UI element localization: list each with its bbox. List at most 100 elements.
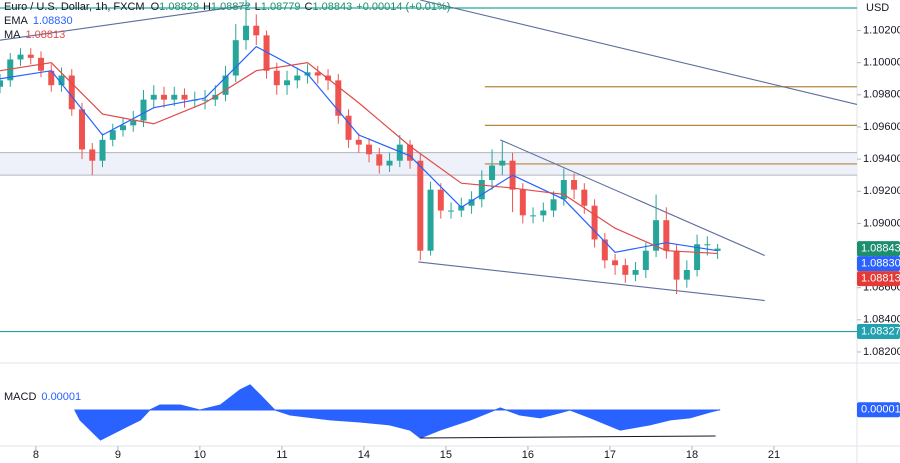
- x-tick-label: 15: [440, 449, 452, 461]
- candle-body: [550, 199, 557, 211]
- key: L: [255, 1, 261, 13]
- candle-body: [489, 165, 496, 180]
- trendline: [420, 0, 857, 105]
- low-value: 1.08779: [261, 1, 301, 13]
- candle-body: [499, 160, 506, 166]
- candle-body: [642, 250, 649, 270]
- candle-body: [571, 180, 578, 190]
- candle-body: [612, 260, 619, 266]
- ma-legend: MA 1.08813: [4, 29, 65, 41]
- candle-body: [171, 94, 178, 100]
- price-tag: [857, 271, 900, 287]
- candle-body: [694, 244, 701, 270]
- candle-body: [130, 120, 137, 126]
- candle-body: [417, 160, 424, 251]
- x-tick-label: 17: [604, 449, 616, 461]
- candle-body: [17, 54, 24, 60]
- price-tag-label: 1.08327: [861, 325, 900, 337]
- macd-title: MACD: [4, 391, 36, 403]
- zone: [0, 152, 857, 176]
- x-tick-label: 18: [686, 449, 698, 461]
- candle-body: [273, 70, 280, 86]
- key: O: [151, 1, 160, 13]
- candle-body: [458, 205, 465, 211]
- ema-value: 1.08830: [33, 15, 73, 27]
- candle-body: [294, 75, 301, 81]
- candle-body: [714, 248, 721, 251]
- key: H: [203, 1, 211, 13]
- y-tick-label: 1.09400: [863, 153, 900, 165]
- x-tick-label: 16: [522, 449, 534, 461]
- candle-body: [386, 160, 393, 166]
- candle-body: [335, 80, 342, 116]
- macd-value: 0.00001: [41, 391, 81, 403]
- trendline: [500, 139, 765, 257]
- candle-body: [468, 199, 475, 206]
- candle-body: [663, 220, 670, 251]
- candle-body: [7, 59, 14, 81]
- y-tick-label: 1.08400: [863, 314, 900, 326]
- axes: 1.10200 1.10000 1.09800 1.09600 1.09400 1.092…: [33, 24, 900, 461]
- x-tick-label: 8: [33, 449, 39, 461]
- price-pane: [0, 0, 857, 333]
- y-tick-label: 1.10200: [863, 24, 900, 36]
- y-tick-label: 1.10000: [863, 57, 900, 69]
- candle-body: [58, 75, 65, 86]
- price-tag: [857, 256, 900, 272]
- close-value: 1.08843: [313, 1, 353, 13]
- candle-body: [407, 144, 414, 161]
- candle-body: [530, 215, 537, 217]
- x-tick-label: 11: [276, 449, 287, 461]
- x-tick-label: 10: [194, 449, 206, 461]
- x-tick-label: 21: [768, 449, 780, 461]
- candle-body: [478, 180, 485, 200]
- candle-body: [366, 144, 373, 155]
- price-tag-label: 1.08813: [861, 273, 900, 285]
- candle-body: [704, 244, 711, 246]
- candle-body: [683, 270, 690, 280]
- candle-body: [581, 189, 588, 206]
- candle-body: [632, 270, 639, 275]
- price-tag-label: 1.08843: [861, 243, 900, 255]
- y-tick-label: 1.09200: [863, 185, 900, 197]
- header: Euro / U.S. Dollar, 1h, FXCM O1.08829 H1.0…: [4, 1, 450, 13]
- price-tag-label: 1.08830: [861, 258, 900, 270]
- y-tick-label: 1.09600: [863, 121, 900, 133]
- candle-body: [355, 139, 362, 145]
- candle-body: [202, 99, 209, 101]
- y-tick-label: 1.08200: [863, 346, 900, 358]
- candle-body: [601, 239, 608, 261]
- currency: USD: [866, 2, 889, 14]
- candle-body: [591, 205, 598, 240]
- macd-tag-label: 0.00001: [861, 404, 900, 416]
- candle-body: [622, 265, 629, 275]
- price-tag: [857, 324, 900, 340]
- x-tick-label: 14: [358, 449, 370, 461]
- candle-body: [284, 80, 291, 86]
- macd-trendline: [420, 435, 716, 439]
- ema-legend: EMA 1.08830: [4, 15, 73, 27]
- candle-body: [519, 189, 526, 216]
- candle-body: [427, 189, 434, 251]
- candle-body: [263, 35, 270, 71]
- candle-body: [653, 220, 660, 251]
- ma-line: [0, 45, 718, 253]
- candle-body: [79, 109, 86, 150]
- candle-body: [560, 180, 567, 200]
- candle-body: [181, 94, 188, 100]
- ma-line: [0, 62, 718, 255]
- candle-body: [232, 40, 239, 76]
- macd-area: [74, 384, 721, 441]
- candle-body: [161, 94, 168, 100]
- trendline: [418, 261, 765, 302]
- trendline: [0, 4, 251, 41]
- change: +0.00014 (+0.01%): [356, 1, 450, 13]
- candle-body: [314, 72, 321, 76]
- x-tick-label: 9: [115, 449, 121, 461]
- y-tick-label: 1.09000: [863, 217, 900, 229]
- candle-body: [325, 75, 332, 81]
- ma-value: 1.08813: [26, 29, 66, 41]
- price-tag: [857, 241, 900, 257]
- ema-name: EMA: [4, 15, 29, 27]
